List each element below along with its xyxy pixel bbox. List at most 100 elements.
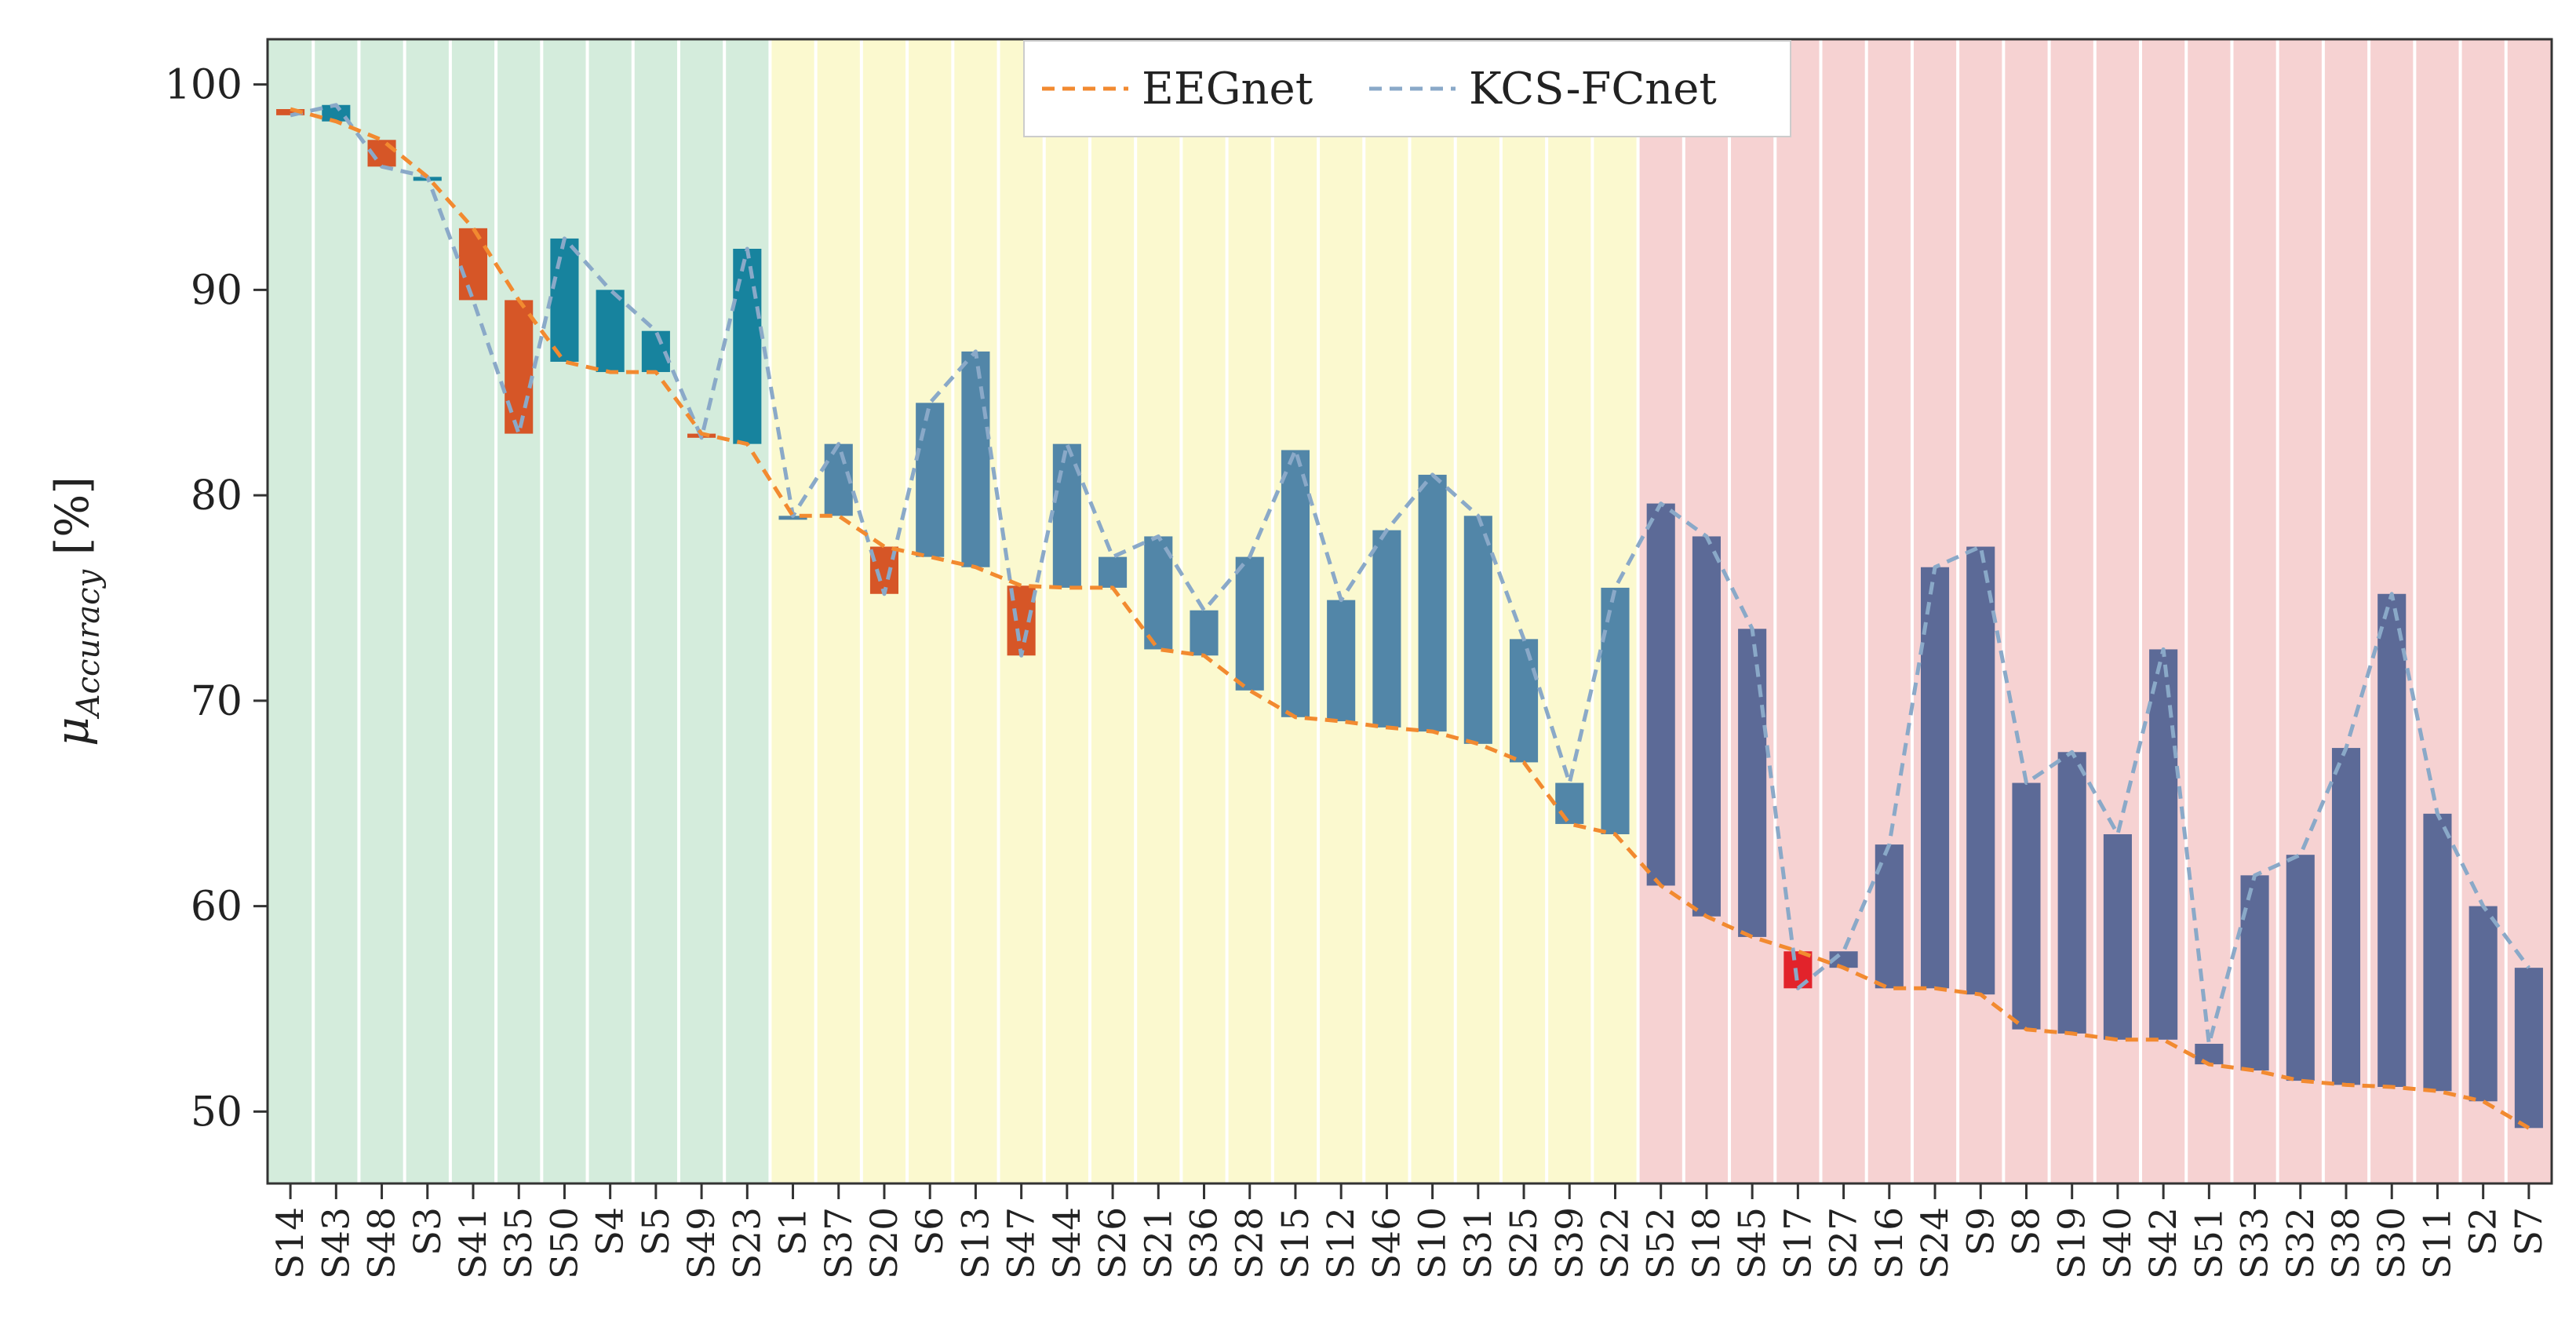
x-tick-label: S20 <box>863 1207 906 1279</box>
x-tick-label: S3 <box>406 1207 450 1256</box>
bar-S23 <box>733 248 762 444</box>
x-tick-label: S35 <box>497 1207 541 1279</box>
x-tick-label: S24 <box>1914 1207 1957 1279</box>
x-tick-label: S31 <box>1457 1207 1500 1279</box>
y-label-subscript: Accuracy <box>71 568 107 720</box>
x-tick-label: S41 <box>452 1207 495 1279</box>
bar-S52 <box>1646 503 1675 886</box>
x-tick-label: S8 <box>2005 1207 2048 1256</box>
bar-S42 <box>2149 649 2178 1040</box>
zone-green <box>268 39 771 1183</box>
bar-S12 <box>1327 600 1356 722</box>
y-tick-label: 70 <box>191 678 242 725</box>
plot-frame <box>266 38 2553 1185</box>
y-axis: 50 60 70 80 90 100 <box>165 62 268 1136</box>
legend: EEGnet KCS-FCnet <box>1023 40 1791 137</box>
x-tick-label: S50 <box>543 1207 586 1279</box>
bar-S11 <box>2423 813 2452 1092</box>
bar-S31 <box>1463 516 1492 744</box>
bar-S24 <box>1920 567 1950 989</box>
x-tick-label: S25 <box>1503 1207 1546 1279</box>
x-tick-label: S15 <box>1274 1207 1317 1279</box>
x-tick-label: S40 <box>2097 1207 2140 1279</box>
x-tick-label: S5 <box>635 1207 678 1256</box>
bar-S8 <box>2012 782 2041 1030</box>
x-tick-label: S46 <box>1365 1207 1408 1279</box>
x-tick-label: S43 <box>315 1207 358 1279</box>
y-label-unit: [%] <box>46 476 99 570</box>
x-tick-label: S7 <box>2508 1207 2551 1256</box>
x-axis: S14 S43 S48 S3 S41 S35 S50 S4 S5 S49 S23 S1 S37 S20 S6… <box>269 1183 2551 1279</box>
x-tick-label: S13 <box>954 1207 997 1279</box>
bar-S33 <box>2240 875 2269 1071</box>
x-tick-label: S28 <box>1229 1207 1272 1279</box>
y-label-symbol: μ <box>46 717 99 746</box>
bar-S35 <box>505 300 534 434</box>
bar-S15 <box>1281 450 1310 717</box>
x-tick-label: S38 <box>2325 1207 2368 1279</box>
x-tick-label: S33 <box>2234 1207 2277 1279</box>
bar-S41 <box>458 228 488 301</box>
x-tick-label: S42 <box>2142 1207 2185 1279</box>
x-tick-label: S11 <box>2416 1207 2459 1279</box>
x-tick-label: S44 <box>1046 1207 1089 1279</box>
x-tick-label: S10 <box>1412 1207 1455 1279</box>
series-line-kcs-fcnet <box>290 103 2530 1046</box>
category-separators <box>312 39 2508 1183</box>
x-tick-label: S45 <box>1731 1207 1774 1279</box>
y-tick-label: 90 <box>191 267 242 314</box>
x-tick-label: S23 <box>726 1207 769 1279</box>
x-tick-label: S16 <box>1868 1207 1911 1279</box>
x-tick-label: S26 <box>1091 1207 1135 1279</box>
bar-S26 <box>1099 556 1128 588</box>
x-tick-label: S37 <box>818 1207 861 1279</box>
bar-S2 <box>2469 906 2498 1102</box>
bar-S36 <box>1190 610 1219 656</box>
y-tick-label: 100 <box>165 62 242 109</box>
bar-S50 <box>550 238 579 362</box>
y-tick-label: 50 <box>191 1089 242 1136</box>
bar-S6 <box>916 403 945 557</box>
bar-S30 <box>2377 593 2407 1087</box>
legend-box <box>1023 40 1791 137</box>
legend-label-eegnet: EEGnet <box>1142 64 1314 115</box>
bar-S40 <box>2103 834 2132 1040</box>
y-tick-label: 80 <box>191 472 242 520</box>
x-tick-label: S22 <box>1594 1207 1637 1279</box>
bar-S7 <box>2514 968 2543 1129</box>
x-tick-label: S27 <box>1823 1207 1866 1279</box>
bar-S9 <box>1966 546 1995 995</box>
x-tick-label: S6 <box>909 1207 952 1256</box>
x-tick-label: S39 <box>1548 1207 1591 1279</box>
bar-S38 <box>2331 748 2361 1085</box>
bar-S22 <box>1601 587 1630 835</box>
bar-S19 <box>2057 752 2086 1034</box>
x-tick-label: S17 <box>1776 1207 1820 1279</box>
bar-S25 <box>1510 639 1539 763</box>
x-tick-label: S47 <box>1000 1207 1044 1279</box>
bar-S43 <box>322 104 351 122</box>
bar-S14 <box>276 108 305 115</box>
plot-border <box>266 38 2553 1185</box>
bar-S4 <box>596 290 625 373</box>
bar-S51 <box>2195 1044 2224 1065</box>
bar-S18 <box>1692 536 1721 917</box>
x-tick-label: S9 <box>1959 1207 2002 1256</box>
series-line-eegnet <box>290 107 2530 1130</box>
bar-S39 <box>1555 782 1584 824</box>
x-tick-label: S12 <box>1320 1207 1363 1279</box>
x-tick-label: S1 <box>772 1207 815 1256</box>
bar-S46 <box>1372 530 1401 728</box>
bar-S28 <box>1235 556 1264 691</box>
y-axis-label: μAccuracy [%] <box>46 476 107 746</box>
bar-S45 <box>1738 629 1767 937</box>
legend-label-kcs-fcnet: KCS-FCnet <box>1469 64 1717 115</box>
x-tick-label: S36 <box>1183 1207 1226 1279</box>
y-tick-label: 60 <box>191 884 242 931</box>
x-tick-label: S19 <box>2051 1207 2094 1279</box>
x-tick-label: S30 <box>2370 1207 2414 1279</box>
x-tick-label: S51 <box>2188 1207 2231 1279</box>
bar-S10 <box>1418 474 1447 732</box>
x-tick-label: S48 <box>361 1207 404 1279</box>
x-tick-label: S14 <box>269 1207 312 1279</box>
